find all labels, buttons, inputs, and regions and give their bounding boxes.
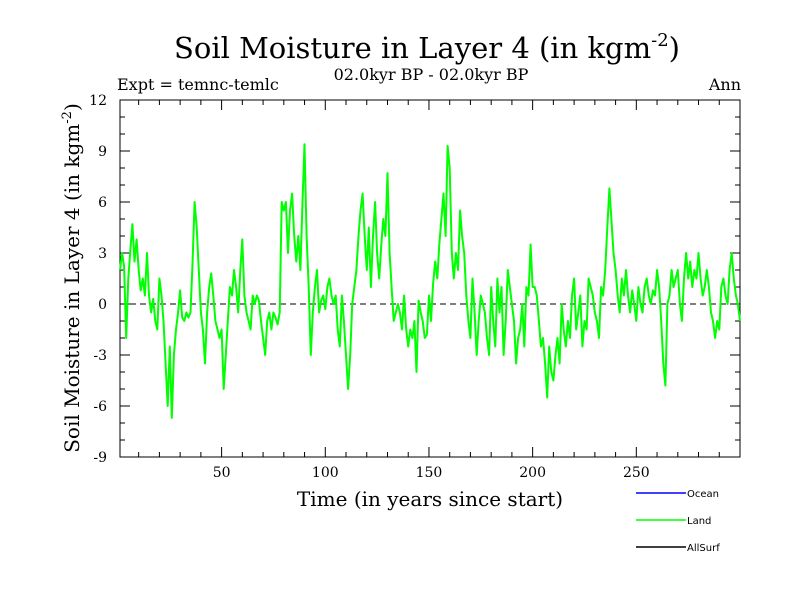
y-tick-label: 0 — [98, 297, 107, 313]
series-group — [119, 143, 741, 419]
y-tick-label: -9 — [93, 450, 107, 466]
chart-subtitle: 02.0kyr BP - 02.0kyr BP — [334, 65, 529, 84]
season-label: Ann — [708, 75, 741, 94]
legend-label-allsurf: AllSurf — [687, 543, 720, 554]
y-tick-label: 9 — [98, 144, 107, 160]
y-tick-label: 3 — [98, 246, 107, 262]
y-tick-label: -6 — [93, 399, 107, 415]
axis-tick-labels: -9 -6 -3 0 3 6 9 12 50 100 150 200 250 — [89, 93, 650, 481]
x-tick-label: 50 — [213, 465, 231, 481]
x-tick-label: 100 — [312, 465, 339, 481]
y-tick-label: -3 — [93, 348, 107, 364]
y-axis-label: Soil Moisture in Layer 4 (in kgm-2) — [60, 103, 84, 453]
x-tick-label: 200 — [519, 465, 546, 481]
y-tick-label: 6 — [98, 195, 107, 211]
series-line-land — [119, 143, 741, 419]
chart-title: Soil Moisture in Layer 4 (in kgm-2) — [174, 30, 680, 65]
y-tick-label: 12 — [89, 93, 107, 109]
axis-ticks — [120, 99, 740, 458]
x-tick-label: 250 — [623, 465, 650, 481]
plot-frame — [119, 99, 741, 458]
legend: Ocean Land AllSurf — [636, 489, 720, 554]
legend-label-land: Land — [687, 516, 711, 527]
x-tick-label: 150 — [416, 465, 443, 481]
experiment-label: Expt = temnc-temlc — [117, 75, 279, 94]
x-axis-label: Time (in years since start) — [297, 487, 563, 511]
legend-label-ocean: Ocean — [687, 489, 719, 500]
